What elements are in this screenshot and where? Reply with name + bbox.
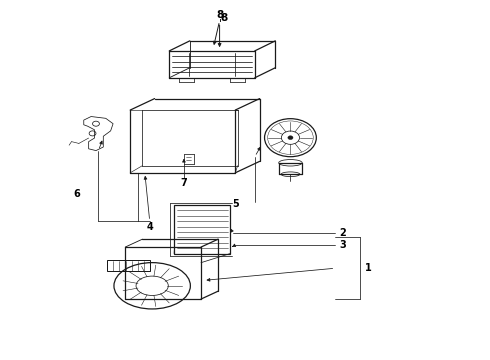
Circle shape (288, 136, 293, 140)
Text: 8: 8 (221, 13, 228, 23)
Text: 6: 6 (73, 189, 80, 199)
Text: 2: 2 (340, 228, 346, 238)
Text: 3: 3 (340, 240, 346, 250)
Bar (174, 205, 230, 253)
Bar (107, 260, 150, 271)
Text: 7: 7 (180, 178, 187, 188)
Text: 4: 4 (147, 222, 153, 231)
Text: 5: 5 (232, 199, 239, 209)
Text: 1: 1 (365, 263, 371, 273)
Text: 8: 8 (216, 10, 223, 20)
